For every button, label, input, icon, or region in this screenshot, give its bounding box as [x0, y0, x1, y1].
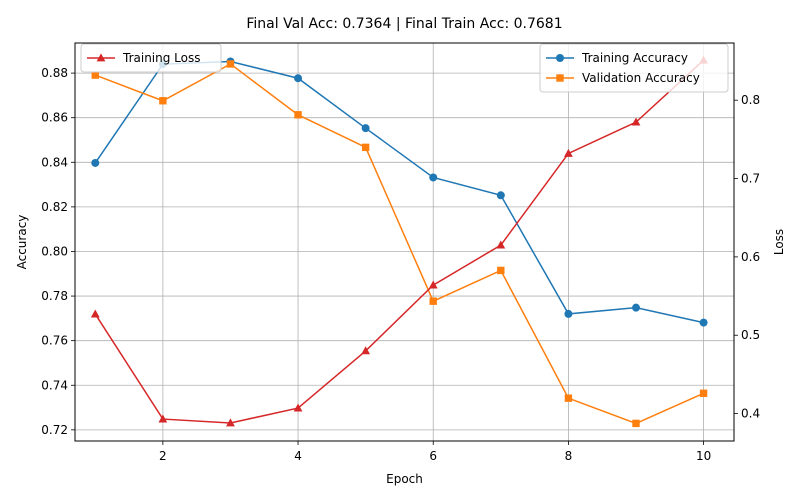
data-point — [361, 346, 371, 355]
series-validation-accuracy — [91, 60, 708, 428]
y-tick-label-left: 0.86 — [41, 111, 68, 125]
data-point — [699, 389, 708, 397]
x-tick-label: 6 — [429, 449, 437, 463]
data-point — [429, 297, 437, 305]
y-tick-label-right: 0.8 — [741, 93, 760, 107]
legend-label: Validation Accuracy — [582, 71, 700, 85]
y-tick-label-left: 0.72 — [41, 423, 68, 437]
legend-box — [539, 43, 729, 93]
legend-item: Training Loss — [87, 51, 200, 65]
data-point — [564, 148, 573, 157]
data-point — [564, 309, 573, 318]
y-axis-left-label: Accuracy — [15, 215, 29, 270]
legend-label: Training Loss — [122, 51, 200, 65]
legend-label: Training Accuracy — [581, 51, 688, 65]
data-point — [158, 414, 168, 423]
data-point — [91, 158, 100, 167]
data-point — [226, 60, 235, 68]
y-axis-right-label: Loss — [772, 229, 786, 255]
data-point — [361, 124, 370, 133]
data-point — [90, 309, 100, 318]
data-point — [631, 117, 641, 126]
legend-box — [80, 43, 222, 73]
y-tick-label-right: 0.4 — [741, 407, 760, 421]
legend-marker — [556, 74, 564, 82]
data-point — [631, 303, 640, 312]
y-tick-label-right: 0.5 — [741, 328, 760, 342]
y-tick-label-left: 0.82 — [41, 200, 68, 214]
x-tick-label: 4 — [294, 449, 302, 463]
x-tick-label: 8 — [565, 449, 573, 463]
data-point — [226, 418, 235, 427]
legend-right: Training Accuracy Validation Accuracy — [539, 43, 729, 93]
data-point — [294, 74, 303, 83]
series-line — [95, 63, 704, 425]
x-tick-label: 10 — [696, 449, 711, 463]
legend-item: Validation Accuracy — [546, 71, 700, 85]
legend-left: Training Loss — [80, 43, 222, 73]
y-tick-label-right: 0.7 — [741, 172, 760, 186]
y-tick-label-left: 0.80 — [41, 244, 68, 258]
data-point — [91, 71, 99, 79]
legend-item: Training Accuracy — [546, 51, 688, 65]
data-point — [496, 240, 506, 249]
data-point — [159, 97, 167, 105]
data-point — [293, 403, 303, 412]
series-layer — [90, 55, 708, 428]
data-point — [294, 111, 302, 119]
y-tick-label-left: 0.76 — [41, 334, 68, 348]
data-point — [632, 419, 640, 428]
data-point — [428, 280, 438, 289]
y-tick-label-right: 0.6 — [741, 250, 760, 264]
y-tick-label-left: 0.78 — [41, 289, 68, 303]
y-axis-right-ticks: 0.4 0.5 0.6 0.7 0.8 — [734, 93, 760, 421]
grid — [75, 43, 734, 441]
data-point — [699, 318, 708, 327]
plot-frame — [74, 42, 735, 442]
y-tick-label-left: 0.84 — [41, 155, 68, 169]
y-tick-label-left: 0.88 — [41, 66, 68, 80]
chart-title: Final Val Acc: 0.7364 | Final Train Acc:… — [246, 16, 562, 32]
data-point — [429, 173, 438, 182]
x-tick-label: 2 — [159, 449, 167, 463]
legend-marker — [96, 53, 106, 62]
x-axis-label: Epoch — [386, 472, 423, 486]
series-line — [94, 59, 705, 424]
y-axis-left-ticks: 0.72 0.74 0.76 0.78 0.80 0.82 0.84 0.86 0.88 — [41, 66, 75, 437]
data-point — [361, 143, 370, 152]
data-point — [496, 191, 505, 200]
data-point — [564, 394, 573, 402]
y-tick-label-left: 0.74 — [41, 378, 68, 392]
x-axis-ticks: 2 4 6 8 10 — [159, 441, 711, 463]
legend-marker — [556, 54, 564, 62]
data-point — [497, 266, 505, 275]
